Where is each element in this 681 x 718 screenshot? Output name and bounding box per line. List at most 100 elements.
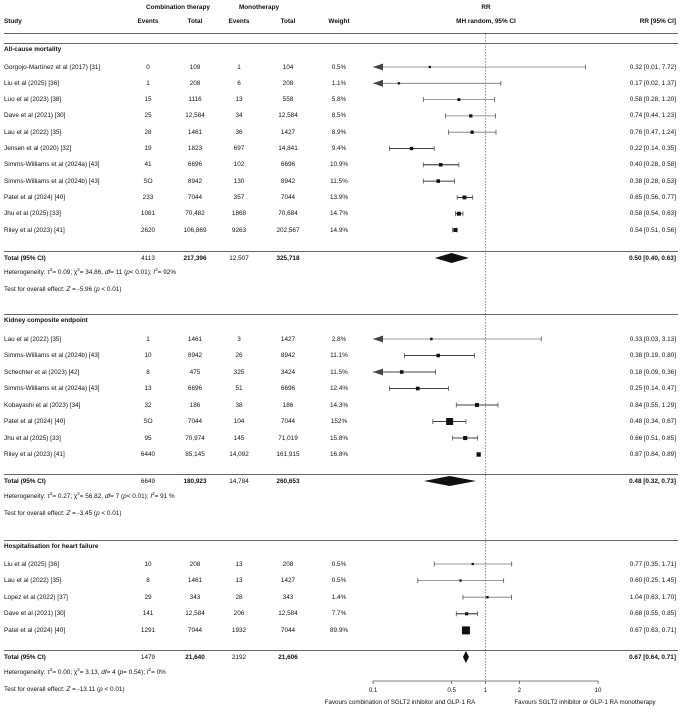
het-prefix: Heterogeneity: τ (4, 668, 50, 676)
het-prefix: Heterogeneity: τ (4, 492, 50, 500)
point-estimate (463, 435, 468, 441)
total-total-monotherapy: 21,606 (278, 653, 298, 661)
x-tick-label: 2 (518, 687, 522, 694)
study-label: Liu et al (2025) [36] (4, 560, 60, 568)
overall-prefix: Test for overall effect: (4, 285, 67, 293)
weight-value: 14.9% (329, 226, 349, 234)
total-label: Total (95% CI) (4, 254, 46, 262)
total-combination: 8942 (187, 352, 203, 359)
rr-ci-value: 0.87 [0.84, 0.89] (629, 451, 676, 458)
favours-left-label: Favours combination of SGLT2 inhibitor a… (324, 699, 476, 706)
weight-value: 0.5% (331, 63, 347, 71)
overall-z-value: = -5.96 ( (70, 285, 97, 293)
point-estimate (436, 179, 441, 183)
row-divider (4, 540, 678, 541)
overall-prefix: Test for overall effect: (4, 685, 67, 693)
total-monotherapy: 1427 (280, 335, 296, 343)
overall-z: Z (66, 685, 71, 693)
total-monotherapy: 8942 (280, 177, 296, 185)
total-combination: 12,584 (185, 610, 205, 618)
events-monotherapy: 104 (233, 418, 245, 425)
study-label: Jhu et al (2025) [33] (4, 434, 61, 442)
weight-value: 15.8% (329, 434, 349, 442)
rr-ci-value: 0.33 [0.03, 3.13] (629, 335, 676, 343)
x-tick-label: 0.1 (369, 687, 378, 694)
point-estimate (461, 626, 470, 635)
total-events-combination: 1479 (140, 653, 156, 661)
total-monotherapy: 343 (282, 593, 294, 601)
study-label: Patel et al (2024) [40] (4, 193, 66, 201)
total-total-monotherapy: 325,718 (276, 254, 300, 262)
point-estimate (457, 98, 461, 102)
point-estimate (397, 82, 401, 85)
events-combination: 8 (146, 577, 150, 585)
events-combination: 10 (144, 560, 152, 568)
total-rr-ci: 0.67 [0.64, 0.71] (629, 653, 676, 661)
rr-ci-value: 0.74 [0.44, 1.23] (629, 112, 676, 120)
total-combination: 1461 (187, 577, 203, 585)
total-events-combination: 4113 (141, 254, 155, 262)
weight-value: 13.9% (329, 193, 349, 201)
weight-value: 10.9% (329, 161, 349, 169)
events-combination: 8 (146, 368, 150, 376)
events-monotherapy: 34 (235, 112, 243, 120)
header-mh: MH random, 95% CI (456, 18, 516, 25)
overall-z: Z (66, 285, 71, 293)
study-label: Lau et al (2022) [35] (4, 128, 62, 136)
weight-value: 12.4% (329, 385, 349, 392)
overall-p-value: < 0.01) (99, 509, 122, 517)
total-combination: 6696 (187, 385, 203, 392)
het-i: I (146, 668, 149, 676)
overall-p: p (99, 685, 103, 693)
header-events-combination: Events (137, 18, 159, 25)
events-combination: 13 (144, 385, 152, 392)
events-combination: 1291 (140, 626, 156, 634)
het-p: p (126, 268, 130, 276)
x-tick-label: 1 (484, 687, 488, 694)
study-label: Jhu et al (2025) [33] (4, 210, 61, 218)
het-df-value: = 7 ( (110, 492, 124, 500)
point-estimate (415, 386, 420, 391)
superscript: 2 (77, 666, 80, 672)
total-combination: 1116 (188, 96, 202, 104)
rr-ci-value: 0.22 [0.14, 0.35] (629, 145, 676, 152)
total-monotherapy: 7044 (280, 193, 296, 201)
events-combination: 32 (144, 401, 152, 409)
events-monotherapy: 1932 (231, 626, 247, 634)
events-monotherapy: 1868 (231, 210, 247, 218)
events-monotherapy: 38 (235, 401, 243, 409)
events-combination: 19 (144, 145, 152, 152)
weight-value: 14.3% (329, 401, 349, 409)
header-rr: RR (481, 4, 491, 11)
ci-arrow-low (373, 79, 383, 87)
rr-ci-value: 0.76 [0.47, 1.24] (629, 128, 676, 136)
het-i: I (150, 492, 153, 500)
pooled-diamond (434, 253, 469, 263)
het-tau: = 0.09; χ (52, 268, 78, 276)
superscript: 2 (152, 490, 155, 496)
rr-ci-value: 0.17 [0.02, 1.37] (629, 79, 676, 87)
het-p: p (123, 492, 127, 500)
events-combination: SO (143, 177, 153, 185)
weight-value: 0.5% (331, 560, 347, 568)
overall-p-value: < 0.01) (102, 685, 125, 693)
point-estimate (430, 337, 433, 341)
study-label: Patel et al (2024) [40] (4, 418, 66, 425)
row-divider (4, 251, 678, 252)
total-combination: 1823 (187, 145, 203, 152)
overall-p-value: < 0.01) (99, 285, 122, 293)
het-prefix: Heterogeneity: τ (4, 268, 50, 276)
weight-value: 89.9% (329, 626, 349, 634)
events-combination: 41 (144, 161, 152, 169)
study-label: Simms-Williams et al (2024b) [43] (4, 352, 100, 359)
events-monotherapy: 36 (235, 128, 243, 136)
rr-ci-value: 0.40 [0.28, 0.58] (629, 161, 676, 169)
total-combination: 7044 (187, 193, 203, 201)
total-monotherapy: 8942 (280, 352, 296, 359)
total-total-monotherapy: 260,653 (276, 477, 300, 485)
point-estimate (462, 195, 467, 200)
overall-prefix: Test for overall effect: (4, 509, 67, 517)
point-estimate (453, 228, 458, 232)
total-monotherapy: 208 (282, 79, 294, 87)
point-estimate (428, 65, 431, 69)
